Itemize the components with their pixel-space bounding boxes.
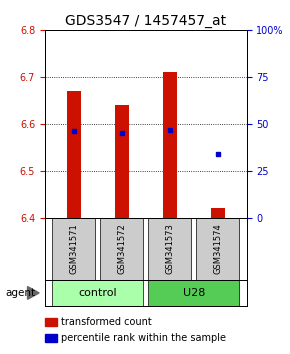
Text: U28: U28 (182, 288, 205, 298)
Text: transformed count: transformed count (61, 317, 152, 327)
Text: GSM341574: GSM341574 (213, 223, 222, 274)
Text: control: control (78, 288, 117, 298)
Bar (148, 218, 191, 280)
Bar (115, 105, 129, 218)
Bar (52, 280, 143, 306)
Title: GDS3547 / 1457457_at: GDS3547 / 1457457_at (65, 14, 226, 28)
Text: GSM341572: GSM341572 (117, 223, 126, 274)
Bar (162, 72, 177, 218)
Text: GSM341573: GSM341573 (165, 223, 174, 274)
Text: GSM341571: GSM341571 (69, 223, 78, 274)
Bar (66, 91, 81, 218)
Text: agent: agent (6, 288, 36, 298)
Bar (52, 218, 95, 280)
Bar (100, 218, 143, 280)
Bar (211, 209, 225, 218)
Text: percentile rank within the sample: percentile rank within the sample (61, 333, 226, 343)
Bar (196, 218, 239, 280)
Bar (148, 280, 239, 306)
